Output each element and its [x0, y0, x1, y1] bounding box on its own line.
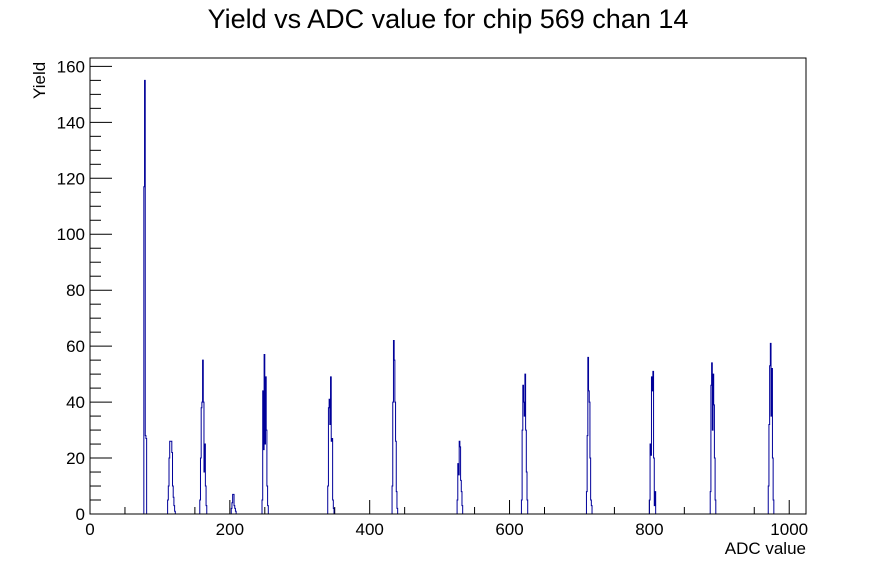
y-tick-label: 140 [57, 113, 85, 132]
y-tick-label: 80 [66, 281, 85, 300]
x-tick-label: 1000 [770, 520, 808, 539]
y-axis-label: Yield [30, 62, 49, 99]
histogram-outline [143, 79, 775, 514]
x-tick-label: 600 [495, 520, 523, 539]
plot-frame [89, 57, 807, 515]
y-tick-label: 60 [66, 337, 85, 356]
y-tick-label: 100 [57, 225, 85, 244]
x-tick-label: 0 [85, 520, 94, 539]
x-axis-label: ADC value [725, 539, 806, 558]
x-tick-label: 800 [635, 520, 663, 539]
y-tick-label: 0 [76, 505, 85, 524]
y-tick-label: 20 [66, 449, 85, 468]
y-tick-label: 160 [57, 57, 85, 76]
y-tick-label: 120 [57, 169, 85, 188]
chart-title: Yield vs ADC value for chip 569 chan 14 [208, 4, 689, 34]
y-tick-label: 40 [66, 393, 85, 412]
x-tick-label: 200 [216, 520, 244, 539]
x-tick-label: 400 [356, 520, 384, 539]
